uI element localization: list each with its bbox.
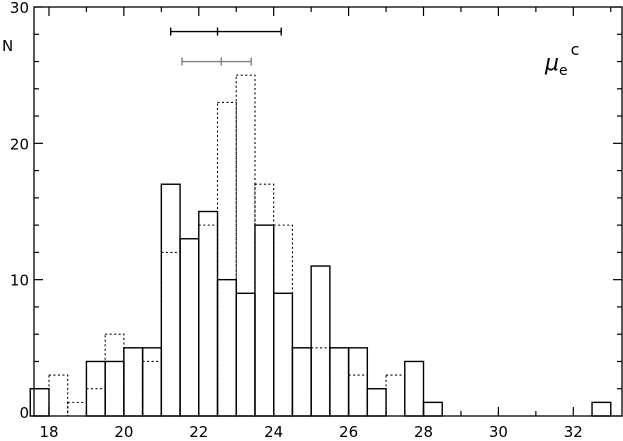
x-tick-label: 20 [114,423,133,441]
range-marker [181,57,252,66]
dotted-histogram-bar [160,251,181,417]
x-tick-label: 30 [489,423,508,441]
solid-histogram-bar [291,347,312,417]
dotted-histogram-bar [67,401,87,417]
solid-histogram-bar [422,401,443,417]
dotted-histogram-bar [385,374,406,417]
dotted-histogram-bar [85,388,106,417]
solid-histogram-bar [160,183,181,417]
range-marker [170,27,282,36]
dotted-histogram-bar [235,74,256,417]
y-axis-label: N [2,37,13,55]
x-tick-label: 32 [564,423,583,441]
range-markers [170,27,282,66]
dotted-histogram-bar [310,347,331,417]
annotation-symbol: μ [544,51,559,76]
solid-histogram-bar [272,292,294,417]
dotted-histogram-bar [198,224,219,417]
solid-histogram-bar [235,292,256,417]
annotation-subscript: e [559,63,568,79]
y-tick-label: 10 [10,272,29,290]
solid-histogram-bar [123,347,144,417]
dotted-histogram-bar [273,224,293,417]
solid-histogram-bar [347,347,369,417]
solid-histogram-bar [216,278,237,417]
dotted-histogram-bar [254,183,275,417]
solid-histogram-bar [141,347,163,417]
solid-histogram-bar [29,388,50,417]
chart-annotation: μec [544,40,579,79]
dotted-histogram-bar [142,360,162,417]
x-tick-label: 26 [339,423,358,441]
solid-histogram-bar [366,388,387,417]
solid-histogram-bar [404,360,425,417]
dotted-histogram-bar [123,347,144,417]
solid-histogram-bar [591,401,612,417]
x-tick-label: 18 [39,423,58,441]
x-tick-label: 24 [264,423,283,441]
dotted-histogram-bar [104,333,125,417]
dotted-histogram-bar [48,374,69,417]
x-tick-label: 28 [414,423,433,441]
dotted-histogram-bar [179,238,200,417]
x-tick-label: 22 [189,423,208,441]
y-tick-label: 0 [19,404,29,422]
solid-histogram-bar [329,347,350,417]
solid-histogram-bar [198,210,219,417]
solid-histogram-bar [104,360,125,417]
dotted-histogram-bar [366,388,387,417]
solid-histogram-bar [254,224,275,417]
plot-frame [33,6,623,417]
solid-histogram-bar [310,265,331,417]
bars-layer [29,74,612,417]
dotted-histogram-bar [291,347,312,417]
y-tick-label: 20 [10,135,29,153]
y-tick-label: 30 [10,0,29,17]
dotted-histogram-bar [216,101,237,417]
annotation-superscript: c [571,40,580,59]
solid-histogram-bar [179,238,200,417]
dotted-histogram-bar [348,374,368,417]
dotted-histogram-bar [329,347,350,417]
ticks-layer: 18 20 22 24 26 28 30 32 0 10 20 30 [10,0,622,441]
